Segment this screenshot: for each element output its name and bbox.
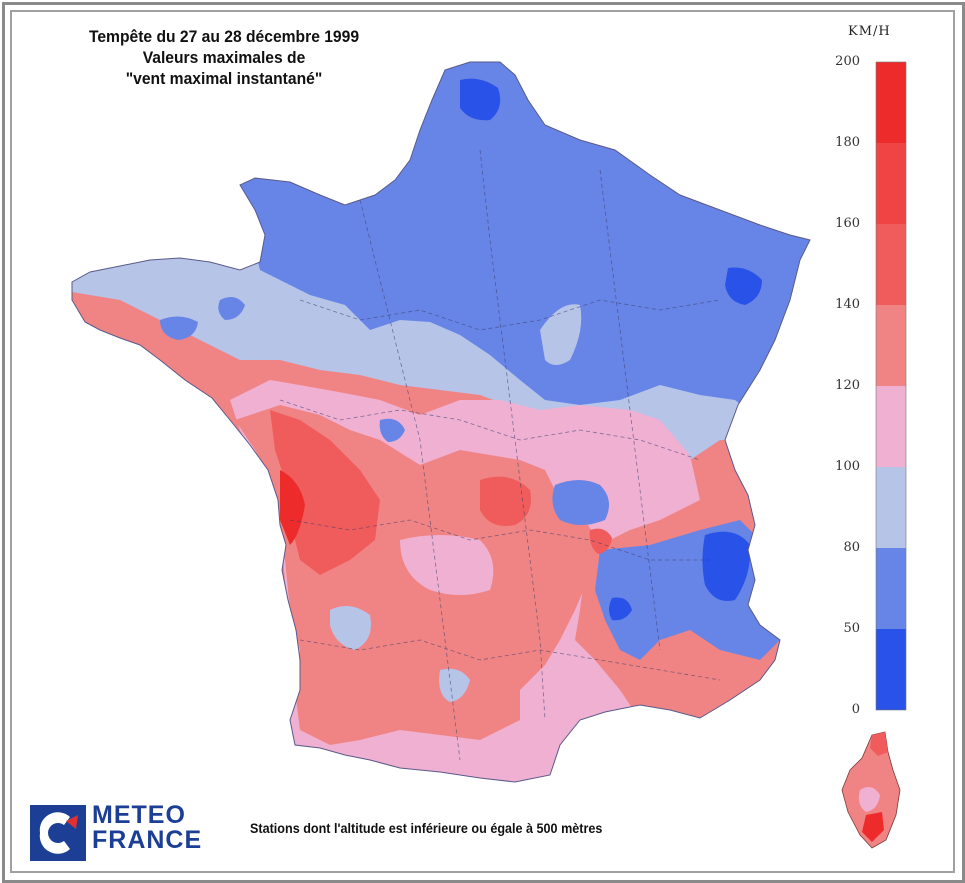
legend-band-120-140	[876, 305, 906, 386]
meteo-france-logo: METEO FRANCE	[30, 803, 220, 863]
department-borders	[279, 149, 721, 761]
legend-tick-180: 180	[835, 135, 860, 150]
band-50-80-brittany	[160, 316, 198, 340]
legend-bar	[875, 61, 907, 711]
legend-tick-50: 50	[843, 621, 860, 636]
legend-band-180-200	[876, 62, 906, 143]
band-0-50-alsace	[725, 267, 762, 305]
legend-tick-200: 200	[835, 54, 860, 69]
legend-tick-0: 0	[851, 702, 860, 717]
band-140-160-center	[480, 476, 531, 526]
legend-band-0-50	[876, 629, 906, 710]
france-outline	[71, 61, 811, 783]
legend-tick-140: 140	[835, 297, 860, 312]
meteo-france-emblem-icon	[30, 805, 86, 861]
band-50-80-island	[379, 418, 405, 442]
band-140-160-lyon	[589, 528, 612, 554]
legend-band-80-100	[876, 467, 906, 548]
legend-band-50-80	[876, 548, 906, 629]
title-line-1: Tempête du 27 au 28 décembre 1999	[88, 27, 360, 46]
legend-unit-label: KM/H	[848, 24, 891, 39]
legend-band-100-120	[876, 386, 906, 467]
band-0-50-north	[460, 78, 501, 121]
legend-tick-160: 160	[835, 216, 860, 231]
map-fill	[72, 62, 810, 782]
band-140-160-southwest	[270, 410, 380, 575]
band-180-200-coast	[280, 470, 305, 545]
legend-tick-120: 120	[835, 378, 860, 393]
legend-band-140-160	[876, 224, 906, 305]
band-100-120-island	[400, 535, 494, 595]
legend-bar-outline	[875, 61, 907, 711]
logo-text: METEO FRANCE	[92, 803, 202, 853]
band-80-100-island-b	[439, 668, 470, 702]
corsica-inset	[841, 731, 901, 849]
legend-band-160-180	[876, 143, 906, 224]
band-50-80-brittany-b	[218, 296, 245, 320]
footer-note: Stations dont l'altitude est inférieure …	[250, 820, 603, 836]
title-line-2: Valeurs maximales de	[142, 48, 306, 67]
title-line-3: "vent maximal instantané"	[125, 69, 323, 88]
logo-line-1: METEO	[92, 801, 186, 829]
band-0-50-island	[609, 597, 632, 621]
band-80-100-champagne	[540, 304, 582, 365]
band-80-100-island-a	[330, 606, 371, 650]
logo-line-2: FRANCE	[92, 826, 203, 854]
band-50-80-massif	[552, 480, 609, 525]
legend-tick-100: 100	[835, 459, 860, 474]
map-title: Tempête du 27 au 28 décembre 1999 Valeur…	[40, 26, 408, 89]
band-0-50-alps	[702, 531, 751, 601]
legend-tick-80: 80	[843, 540, 860, 555]
